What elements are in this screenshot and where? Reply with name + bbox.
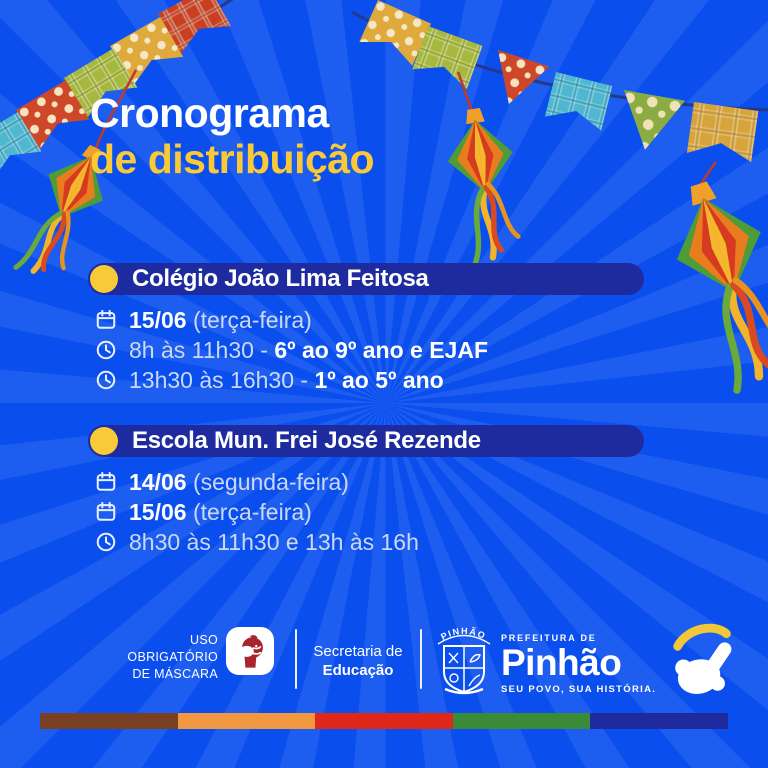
- lantern-left: [6, 69, 138, 289]
- schedule-row: 13h30 às 16h30 - 1º ao 5º ano: [95, 365, 644, 395]
- pinhao-crest-icon: PINHÃO: [432, 622, 496, 701]
- lantern-right-small: [441, 71, 527, 266]
- school-name: Escola Mun. Frei José Rezende: [132, 427, 481, 454]
- calendar-icon: [95, 501, 117, 523]
- prefeitura-name: Pinhão: [501, 642, 622, 683]
- schedule-row: 8h30 às 11h30 e 13h às 16h: [95, 527, 644, 557]
- schedule-section-escola: Escola Mun. Frei José Rezende 14/06 (seg…: [88, 425, 644, 557]
- schedule-row: 15/06 (terça-feira): [95, 305, 644, 335]
- schedule-text: 13h30 às 16h30 - 1º ao 5º ano: [129, 366, 444, 393]
- yellow-bullet-icon: [90, 427, 118, 455]
- stripe-segment: [40, 713, 178, 729]
- clock-icon: [95, 339, 117, 361]
- prefeitura-wordmark: PREFEITURA DE Pinhão SEU POVO, SUA HISTÓ…: [501, 633, 656, 695]
- mask-notice: USO OBRIGATÓRIO DE MÁSCARA: [127, 633, 218, 681]
- calendar-icon: [95, 309, 117, 331]
- schedule-text: 8h às 11h30 - 6º ao 9º ano e EJAF: [129, 336, 489, 363]
- stripe-segment: [315, 713, 453, 729]
- prefeitura-eyebrow: PREFEITURA DE: [501, 633, 597, 643]
- footer-divider: [420, 629, 422, 689]
- clock-icon: [95, 531, 117, 553]
- schedule-section-colegio: Colégio João Lima Feitosa 15/06 (terça-f…: [88, 263, 644, 395]
- clock-icon: [95, 369, 117, 391]
- page-title: Cronograma de distribuição: [90, 90, 375, 183]
- svg-text:PINHÃO: PINHÃO: [439, 626, 488, 642]
- secretaria-educacao-label: Secretaria de Educação: [313, 643, 403, 679]
- stripe-segment: [590, 713, 728, 729]
- face-mask-icon: [226, 627, 274, 675]
- lantern-right-large: [657, 161, 768, 395]
- yellow-bullet-icon: [90, 265, 118, 293]
- schedule-text: 15/06 (terça-feira): [129, 306, 312, 333]
- title-line-2: de distribuição: [90, 136, 375, 183]
- schedule-text: 15/06 (terça-feira): [129, 498, 312, 525]
- school-name: Colégio João Lima Feitosa: [132, 265, 429, 292]
- title-line-1: Cronograma: [90, 90, 329, 136]
- stripe-segment: [452, 713, 591, 729]
- schedule-row: 14/06 (segunda-feira): [95, 467, 644, 497]
- schedule-text: 14/06 (segunda-feira): [129, 468, 349, 495]
- section-header-pill: Colégio João Lima Feitosa: [88, 263, 644, 295]
- schedule-text: 8h30 às 11h30 e 13h às 16h: [129, 528, 419, 555]
- footer-divider: [295, 629, 297, 689]
- bunting-right: [351, 0, 768, 163]
- schedule-row: 8h às 11h30 - 6º ao 9º ano e EJAF: [95, 335, 644, 365]
- prefeitura-tagline: SEU POVO, SUA HISTÓRIA.: [501, 683, 657, 695]
- section-header-pill: Escola Mun. Frei José Rezende: [88, 425, 644, 457]
- stripe-segment: [177, 713, 316, 729]
- calendar-icon: [95, 471, 117, 493]
- pointing-hand-logo-icon: [664, 619, 742, 708]
- schedule-row: 15/06 (terça-feira): [95, 497, 644, 527]
- festive-stripe: [40, 713, 728, 729]
- bunting-left: [0, 0, 234, 182]
